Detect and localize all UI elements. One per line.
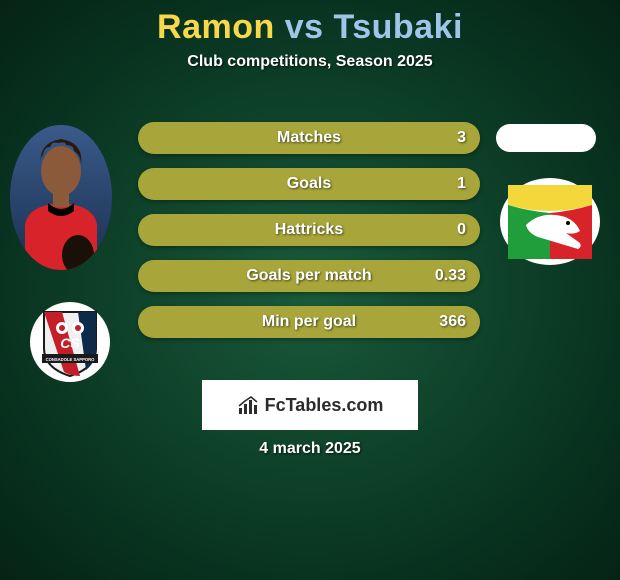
stat-label: Hattricks [138,221,480,239]
svg-text:CS: CS [60,335,80,351]
brand-text: FcTables.com [265,395,384,416]
team-badge-left: CS CONSADOLE SAPPORO [30,302,110,382]
stats-container: Matches3Goals1Hattricks0Goals per match0… [138,122,480,352]
stat-row: Min per goal366 [138,306,480,338]
title-player1: Ramon [157,8,275,46]
stat-row: Matches3 [138,122,480,154]
stat-value: 366 [439,313,466,331]
player2-blank-pill [496,124,596,152]
date-line: 4 march 2025 [0,440,620,458]
stat-value: 0 [457,221,466,239]
stat-label: Goals per match [138,267,480,285]
stat-label: Min per goal [138,313,480,331]
stat-value: 1 [457,175,466,193]
stat-row: Goals per match0.33 [138,260,480,292]
subtitle: Club competitions, Season 2025 [0,53,620,71]
brand-box[interactable]: FcTables.com [202,380,418,430]
svg-text:CONSADOLE SAPPORO: CONSADOLE SAPPORO [46,357,96,362]
stat-value: 3 [457,129,466,147]
title-vs: vs [275,8,334,46]
stat-value: 0.33 [435,267,466,285]
stat-label: Goals [138,175,480,193]
title-player2: Tsubaki [333,8,462,46]
stat-row: Goals1 [138,168,480,200]
page-title: Ramon vs Tsubaki [0,0,620,47]
stat-label: Matches [138,129,480,147]
bar-chart-icon [237,394,263,416]
player-photo [10,125,112,270]
team-badge-right [500,178,600,265]
stat-row: Hattricks0 [138,214,480,246]
